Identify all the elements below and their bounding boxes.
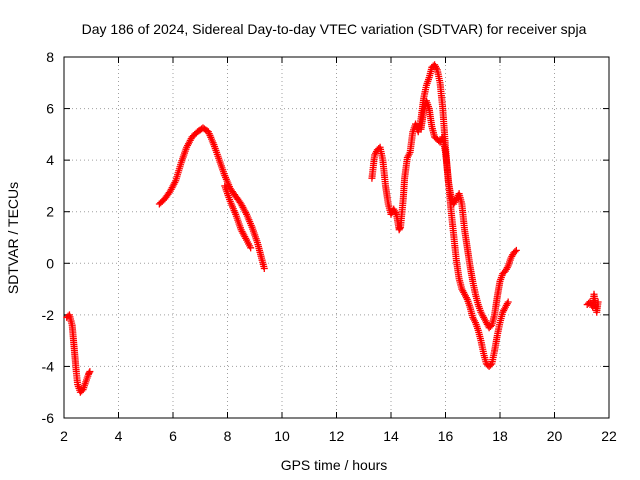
data-point bbox=[512, 246, 520, 254]
x-tick-label: 22 bbox=[601, 428, 617, 444]
y-tick-label: -2 bbox=[42, 307, 55, 323]
data-series-segment-4 bbox=[368, 61, 520, 332]
x-tick-label: 2 bbox=[60, 428, 68, 444]
data-series-segment-5 bbox=[417, 97, 512, 370]
y-tick-label: 2 bbox=[46, 204, 54, 220]
data-point bbox=[86, 368, 94, 376]
x-tick-label: 6 bbox=[169, 428, 177, 444]
data-series-segment-6 bbox=[583, 290, 602, 316]
chart-title: Day 186 of 2024, Sidereal Day-to-day VTE… bbox=[82, 21, 587, 37]
data-point bbox=[396, 224, 404, 232]
data-point bbox=[260, 264, 268, 272]
y-tick-label: 8 bbox=[46, 49, 54, 65]
y-tick-label: 0 bbox=[46, 255, 54, 271]
y-tick-label: 4 bbox=[46, 152, 54, 168]
data-point bbox=[511, 248, 519, 256]
data-point bbox=[85, 369, 93, 377]
axis-ticks: 2 4 6 8 10 12 14 16 18 20 22 -6 -4 -2 0 2 4 6 8 bbox=[42, 49, 617, 444]
y-tick-label: -4 bbox=[42, 358, 55, 374]
x-tick-label: 12 bbox=[329, 428, 345, 444]
x-tick-label: 4 bbox=[115, 428, 123, 444]
x-tick-label: 10 bbox=[274, 428, 290, 444]
data-point bbox=[594, 298, 602, 306]
x-tick-label: 8 bbox=[224, 428, 232, 444]
x-tick-label: 14 bbox=[383, 428, 399, 444]
data-point bbox=[247, 244, 255, 252]
data-marks bbox=[63, 61, 602, 396]
x-tick-label: 20 bbox=[547, 428, 563, 444]
data-series-segment-2 bbox=[155, 124, 268, 272]
y-tick-label: 6 bbox=[46, 101, 54, 117]
x-axis-label: GPS time / hours bbox=[281, 457, 388, 473]
data-series-segment-3 bbox=[221, 182, 255, 252]
y-axis-label: SDTVAR / TECUs bbox=[5, 182, 21, 294]
y-tick-label: -6 bbox=[42, 410, 55, 426]
data-series-segment-1 bbox=[63, 311, 94, 396]
grid bbox=[64, 57, 609, 418]
x-tick-label: 18 bbox=[492, 428, 508, 444]
data-point bbox=[504, 298, 512, 306]
x-tick-label: 16 bbox=[438, 428, 454, 444]
